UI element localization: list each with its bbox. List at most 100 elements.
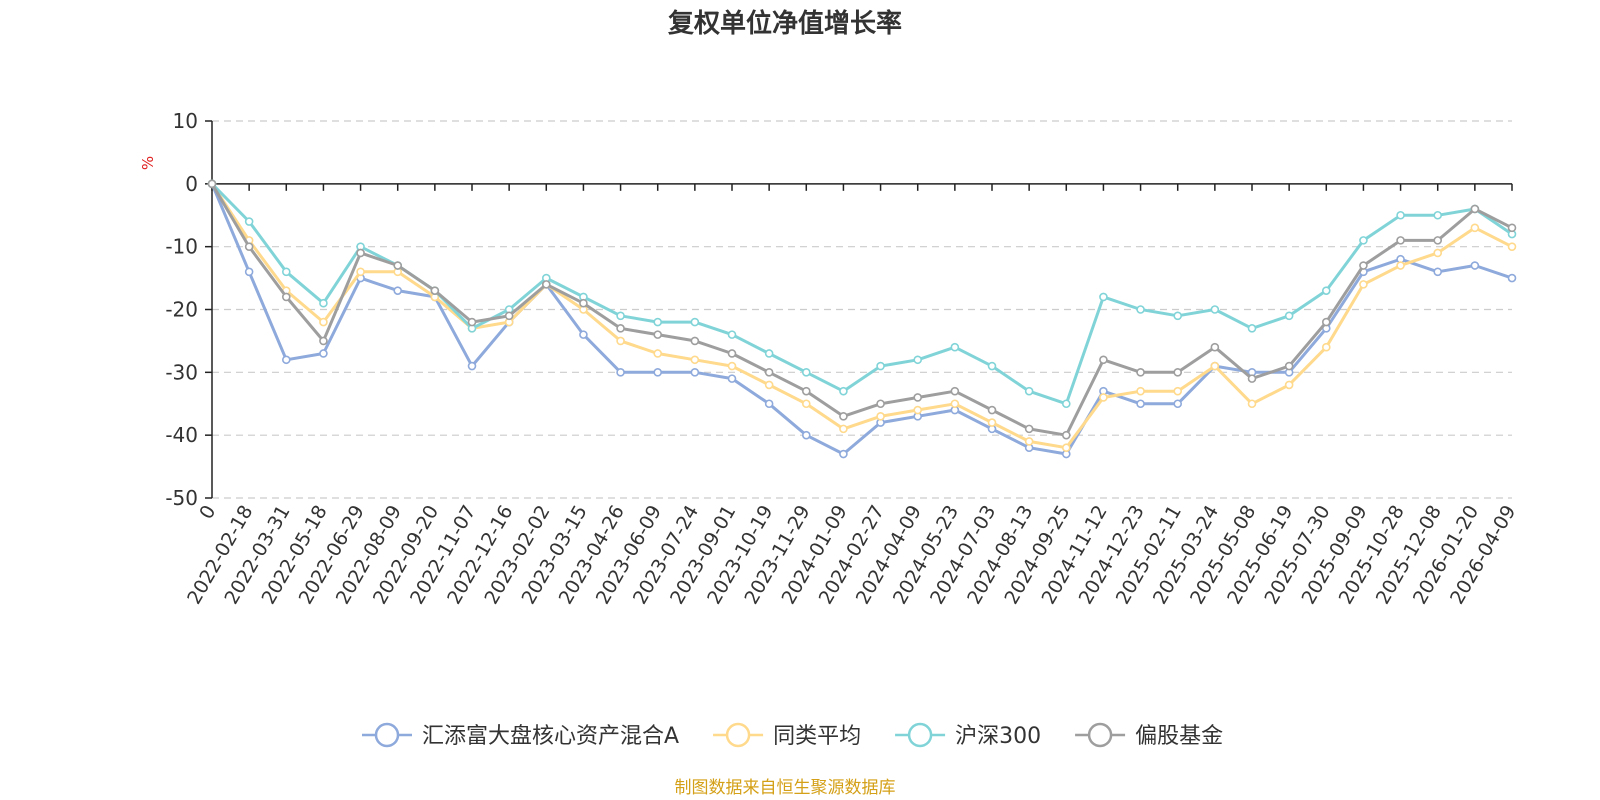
data-point: [616, 336, 625, 346]
data-point: [1396, 236, 1405, 245]
data-point: [1136, 399, 1145, 409]
data-point: [839, 386, 848, 396]
data-point: [950, 386, 960, 396]
data-point: [764, 349, 774, 358]
data-point: [987, 405, 997, 415]
data-point: [1173, 311, 1183, 321]
data-point: [1396, 261, 1405, 270]
data-point: [281, 292, 291, 302]
data-point: [356, 267, 365, 277]
series-line: [210, 183, 1513, 437]
data-point: [987, 418, 997, 427]
data-point: [1507, 273, 1517, 283]
data-point: [727, 361, 737, 371]
data-point: [1173, 399, 1183, 409]
legend-item[interactable]: 同类平均: [713, 722, 861, 749]
data-point: [913, 393, 923, 402]
data-point: [1247, 374, 1257, 383]
legend-circle-icon: [374, 722, 400, 748]
data-point: [1099, 292, 1108, 302]
series-2: [207, 179, 1517, 409]
data-point: [319, 298, 328, 308]
legend-item[interactable]: 汇添富大盘核心资产混合A: [362, 722, 679, 749]
series-1: [207, 179, 1517, 453]
data-point: [616, 311, 625, 321]
grid-lines: [212, 120, 1512, 499]
data-point: [356, 248, 365, 258]
data-point: [1173, 368, 1183, 377]
data-point: [839, 412, 848, 421]
data-point: [1099, 355, 1108, 365]
data-point: [690, 336, 700, 346]
y-tick-label: -20: [165, 298, 198, 322]
data-point: [1024, 424, 1034, 434]
data-point: [950, 342, 960, 352]
data-point: [319, 349, 328, 358]
legend-label: 偏股基金: [1135, 724, 1223, 749]
legend-label: 汇添富大盘核心资产混合A: [422, 724, 679, 749]
data-point: [393, 286, 403, 295]
data-point: [467, 361, 477, 371]
legend-item[interactable]: 偏股基金: [1075, 722, 1223, 749]
data-point: [1136, 368, 1145, 377]
data-point: [1061, 430, 1071, 440]
series-0: [207, 179, 1517, 459]
x-tick-label: 0: [195, 502, 220, 523]
data-point: [281, 267, 291, 277]
data-point: [727, 374, 737, 383]
y-tick-label: -40: [165, 423, 198, 447]
data-point: [950, 399, 960, 409]
series-line: [210, 183, 1513, 456]
data-point: [1470, 261, 1480, 270]
data-point: [1433, 210, 1443, 220]
data-point: [1210, 361, 1220, 371]
data-point: [1210, 342, 1220, 352]
data-point: [1359, 280, 1368, 289]
data-source-note: 制图数据来自恒生聚源数据库: [675, 778, 896, 798]
data-point: [1024, 437, 1034, 446]
data-point: [1470, 223, 1480, 233]
data-point: [653, 349, 663, 358]
data-point: [801, 399, 811, 409]
series-lines: [207, 179, 1517, 459]
legend-circle-icon: [725, 722, 751, 748]
data-point: [319, 336, 328, 346]
chart-title: 复权单位净值增长率: [668, 8, 902, 39]
y-tick-label: 10: [173, 109, 198, 133]
legend-item[interactable]: 沪深300: [895, 722, 1041, 749]
data-point: [727, 330, 737, 339]
data-point: [764, 368, 774, 377]
data-point: [1284, 380, 1294, 390]
data-point: [1470, 204, 1480, 214]
data-point: [690, 317, 700, 327]
data-point: [764, 380, 774, 390]
y-tick-label: -30: [165, 360, 198, 384]
data-point: [504, 311, 514, 321]
data-point: [839, 424, 848, 434]
data-point: [1321, 342, 1331, 352]
data-point: [207, 179, 217, 189]
data-point: [467, 317, 477, 327]
data-point: [876, 361, 885, 371]
data-point: [541, 280, 551, 289]
data-point: [1210, 305, 1220, 314]
data-point: [430, 286, 440, 295]
legend-circle-icon: [1087, 722, 1113, 748]
data-point: [1396, 210, 1405, 220]
data-point: [244, 267, 254, 277]
data-point: [801, 368, 811, 377]
data-point: [1136, 305, 1145, 314]
data-point: [579, 298, 588, 308]
y-tick-label: -50: [165, 486, 198, 510]
data-point: [1099, 393, 1108, 402]
data-point: [801, 386, 811, 396]
data-point: [1321, 317, 1331, 327]
data-point: [690, 368, 700, 377]
legend[interactable]: 汇添富大盘核心资产混合A 同类平均 沪深300 偏股基金: [362, 722, 1223, 749]
data-point: [1507, 223, 1517, 233]
data-point: [579, 330, 588, 339]
data-point: [1136, 386, 1145, 396]
data-point: [1061, 399, 1071, 409]
